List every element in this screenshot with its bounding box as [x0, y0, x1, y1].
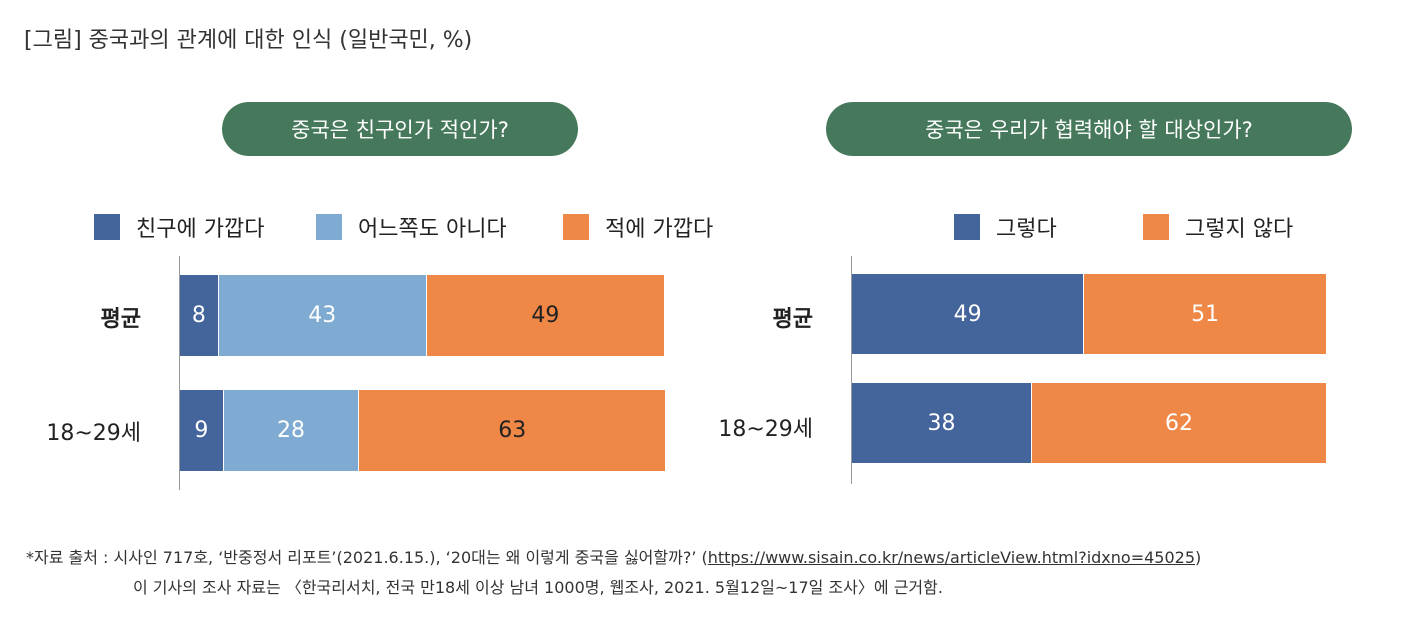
- data-label: 38: [927, 410, 956, 436]
- category-axis-line: [851, 256, 852, 484]
- legend-item-friend: 친구에 가깝다: [94, 211, 264, 243]
- row-label-average: 평균: [100, 307, 141, 332]
- data-label: 51: [1191, 301, 1220, 327]
- source-footnote: *자료 출처 : 시사인 717호, ‘반중정서 리포트’(2021.6.15.…: [26, 544, 1201, 568]
- row-label-18-29: 18~29세: [718, 417, 813, 442]
- data-label: 49: [953, 301, 982, 327]
- legend-item-no: 그렇지 않다: [1143, 211, 1293, 243]
- legend-item-yes: 그렇다: [954, 211, 1057, 243]
- legend-label: 어느쪽도 아니다: [358, 217, 507, 242]
- legend-label: 적에 가깝다: [605, 217, 714, 242]
- legend-item-enemy: 적에 가깝다: [563, 211, 713, 243]
- chart-title-pill: 중국은 우리가 협력해야 할 대상인가?: [826, 102, 1352, 156]
- legend-item-neither: 어느쪽도 아니다: [316, 211, 507, 243]
- source-link[interactable]: https://www.sisain.co.kr/news/articleVie…: [707, 548, 1195, 567]
- bar-segment: 49: [852, 274, 1085, 354]
- legend-label: 그렇다: [996, 217, 1057, 242]
- legend-label: 친구에 가깝다: [136, 217, 265, 242]
- legend-swatch: [954, 214, 980, 240]
- chart-title-pill: 중국은 친구인가 적인가?: [222, 102, 578, 156]
- footnote-text: ): [1195, 548, 1202, 567]
- stacked-bar-average: 49 51: [852, 274, 1326, 354]
- data-label: 28: [277, 418, 306, 443]
- data-label: 8: [191, 303, 206, 328]
- legend-swatch: [316, 214, 342, 240]
- data-label: 63: [498, 418, 527, 443]
- bar-segment: 28: [223, 390, 360, 471]
- row-label-18-29: 18~29세: [46, 421, 141, 446]
- legend-label: 그렇지 않다: [1185, 217, 1294, 242]
- data-label: 49: [531, 303, 560, 328]
- legend-swatch: [94, 214, 120, 240]
- bar-segment: 51: [1084, 274, 1326, 354]
- stacked-bar-18-29: 38 62: [852, 383, 1326, 463]
- bar-segment: 38: [852, 383, 1033, 463]
- data-label: 62: [1165, 410, 1194, 436]
- data-label: 9: [194, 418, 209, 443]
- bar-segment: 49: [426, 275, 664, 356]
- data-label: 43: [308, 303, 337, 328]
- row-label-average: 평균: [772, 307, 813, 332]
- footnote-text: *자료 출처 : 시사인 717호, ‘반중정서 리포트’(2021.6.15.…: [26, 548, 708, 567]
- bar-segment: 8: [180, 275, 219, 356]
- figure-title: [그림] 중국과의 관계에 대한 인식 (일반국민, %): [24, 28, 473, 53]
- bar-segment: 43: [218, 275, 427, 356]
- legend-swatch: [563, 214, 589, 240]
- bar-segment: 62: [1032, 383, 1326, 463]
- bar-segment: 9: [180, 390, 224, 471]
- source-footnote-line2: 이 기사의 조사 자료는 〈한국리서치, 전국 만18세 이상 남녀 1000명…: [133, 578, 943, 597]
- legend-swatch: [1143, 214, 1169, 240]
- category-axis-line: [179, 256, 180, 490]
- stacked-bar-18-29: 9 28 63: [180, 390, 665, 471]
- bar-segment: 63: [359, 390, 665, 471]
- stacked-bar-average: 8 43 49: [180, 275, 664, 356]
